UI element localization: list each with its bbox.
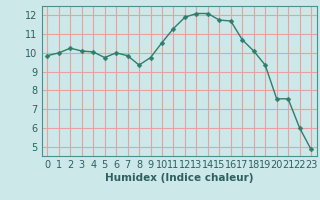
- X-axis label: Humidex (Indice chaleur): Humidex (Indice chaleur): [105, 173, 253, 183]
